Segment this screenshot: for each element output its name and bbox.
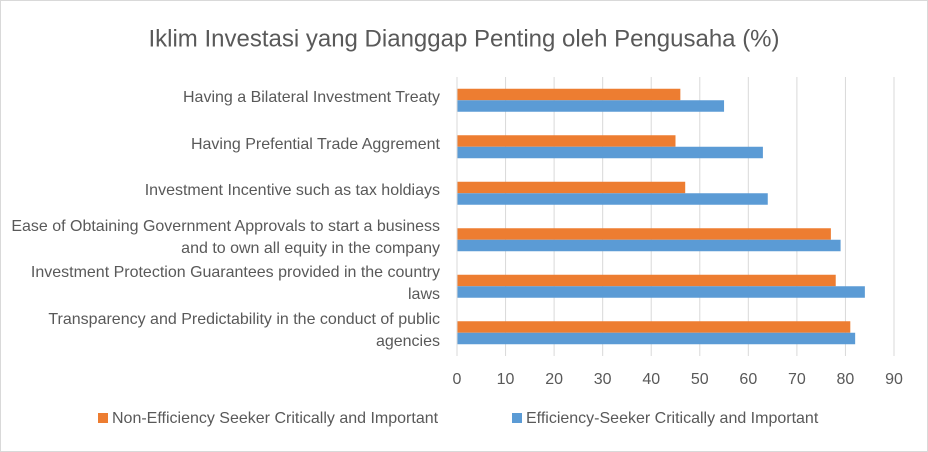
- x-tick-label: 0: [453, 371, 462, 388]
- bar: [457, 193, 768, 205]
- y-tick-label: Investment Incentive such as tax holdiay…: [144, 182, 440, 200]
- bar: [457, 146, 763, 159]
- chart-title: Iklim Investasi yang Dianggap Penting ol…: [148, 25, 779, 52]
- y-tick-label: Ease of Obtaining Government Approvals t…: [11, 217, 440, 257]
- x-tick-label: 40: [642, 371, 660, 388]
- x-tick-label: 20: [545, 371, 563, 388]
- legend-swatch: [98, 413, 108, 423]
- x-tick-label: 30: [594, 371, 612, 388]
- y-tick-label: Having Prefential Trade Aggrement: [190, 135, 440, 153]
- bar: [457, 239, 841, 252]
- legend-label: Efficiency-Seeker Critically and Importa…: [526, 410, 819, 427]
- bar: [457, 228, 831, 240]
- x-tick-label: 70: [788, 371, 806, 388]
- x-tick-label: 60: [739, 371, 757, 388]
- legend-swatch: [512, 413, 522, 423]
- bar: [457, 181, 686, 194]
- bar: [457, 274, 836, 287]
- bar: [457, 321, 851, 333]
- x-tick-label: 10: [497, 371, 515, 388]
- legend-label: Non-Efficiency Seeker Critically and Imp…: [112, 410, 439, 427]
- y-tick-label: Having a Bilateral Investment Treaty: [182, 89, 440, 107]
- x-tick-label: 80: [837, 371, 855, 388]
- y-tick-label: Transparency and Predictability in the c…: [48, 310, 440, 350]
- bar: [457, 88, 681, 101]
- bar: [457, 332, 856, 345]
- bar: [457, 100, 725, 112]
- bar: [457, 135, 676, 147]
- x-tick-label: 50: [691, 371, 709, 388]
- x-tick-label: 90: [885, 371, 903, 388]
- bar: [457, 286, 865, 298]
- y-tick-label: Investment Protection Guarantees provide…: [30, 264, 440, 304]
